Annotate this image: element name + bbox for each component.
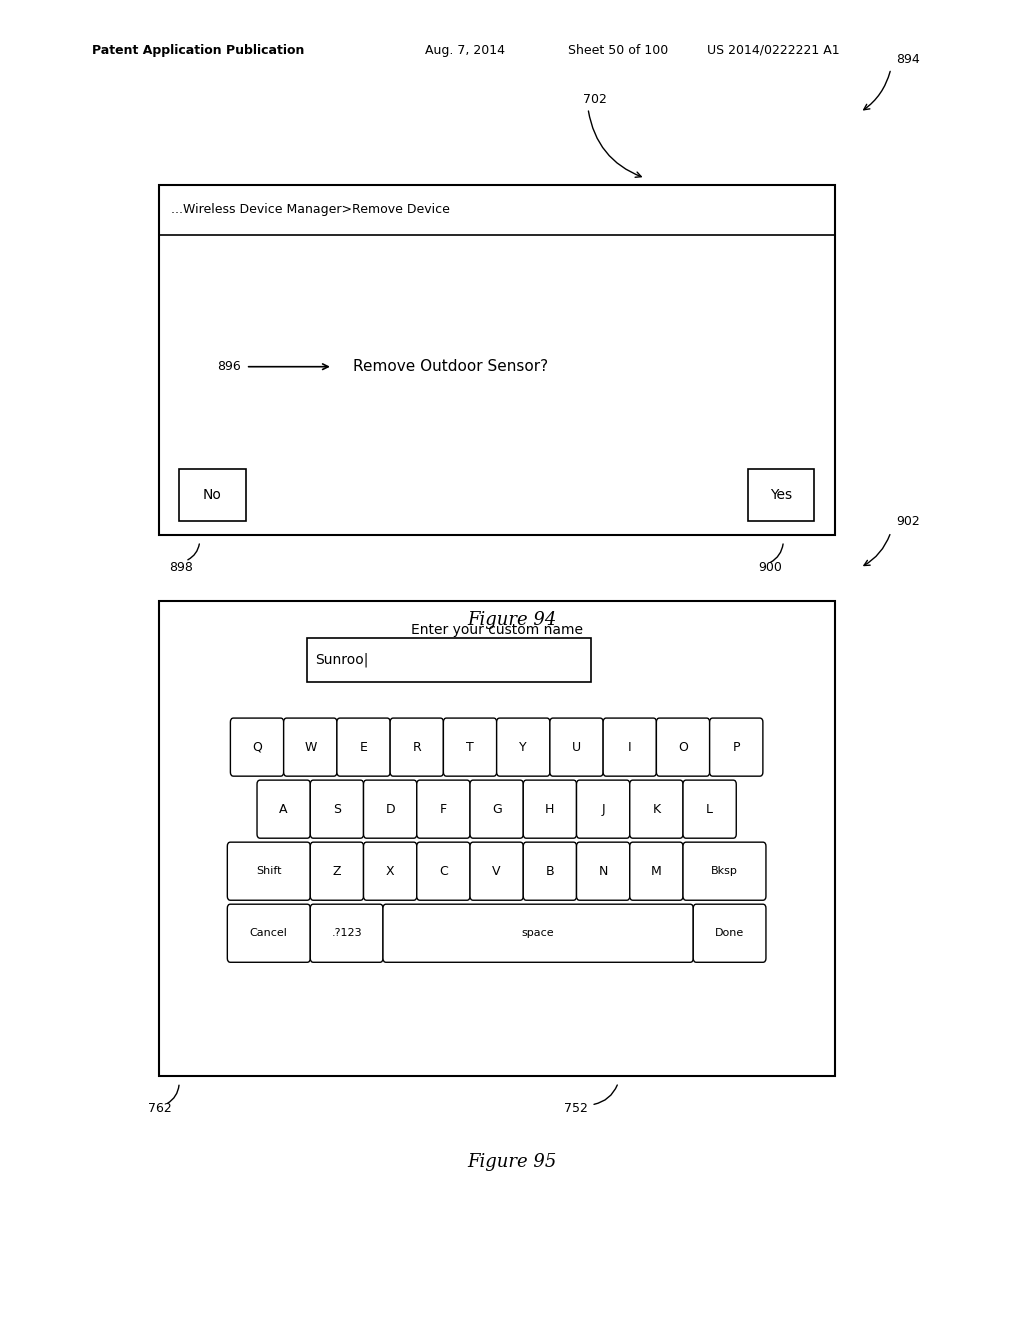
- FancyBboxPatch shape: [310, 780, 364, 838]
- FancyBboxPatch shape: [390, 718, 443, 776]
- Text: Done: Done: [715, 928, 744, 939]
- FancyBboxPatch shape: [523, 780, 577, 838]
- Text: Figure 94: Figure 94: [467, 611, 557, 630]
- Text: Patent Application Publication: Patent Application Publication: [92, 44, 304, 57]
- Text: U: U: [572, 741, 581, 754]
- FancyBboxPatch shape: [443, 718, 497, 776]
- Text: Bksp: Bksp: [711, 866, 738, 876]
- FancyBboxPatch shape: [577, 780, 630, 838]
- FancyBboxPatch shape: [577, 842, 630, 900]
- Text: I: I: [628, 741, 632, 754]
- Text: B: B: [546, 865, 554, 878]
- FancyBboxPatch shape: [683, 780, 736, 838]
- Text: T: T: [466, 741, 474, 754]
- Text: 752: 752: [564, 1102, 588, 1115]
- FancyBboxPatch shape: [230, 718, 284, 776]
- Text: H: H: [545, 803, 555, 816]
- FancyBboxPatch shape: [337, 718, 390, 776]
- Text: O: O: [678, 741, 688, 754]
- FancyBboxPatch shape: [227, 904, 310, 962]
- FancyBboxPatch shape: [159, 185, 835, 535]
- Text: Y: Y: [519, 741, 527, 754]
- Text: space: space: [522, 928, 554, 939]
- Text: V: V: [493, 865, 501, 878]
- FancyBboxPatch shape: [307, 638, 591, 682]
- Text: N: N: [598, 865, 608, 878]
- FancyBboxPatch shape: [710, 718, 763, 776]
- FancyBboxPatch shape: [630, 842, 683, 900]
- FancyBboxPatch shape: [417, 842, 470, 900]
- FancyBboxPatch shape: [523, 842, 577, 900]
- FancyBboxPatch shape: [310, 904, 383, 962]
- Text: 898: 898: [169, 561, 193, 574]
- FancyBboxPatch shape: [656, 718, 710, 776]
- FancyBboxPatch shape: [364, 780, 417, 838]
- Text: 894: 894: [896, 53, 920, 66]
- FancyBboxPatch shape: [603, 718, 656, 776]
- Text: J: J: [601, 803, 605, 816]
- Text: 762: 762: [148, 1102, 172, 1115]
- Text: L: L: [707, 803, 713, 816]
- Text: 896: 896: [217, 360, 241, 374]
- FancyBboxPatch shape: [383, 904, 693, 962]
- FancyBboxPatch shape: [417, 780, 470, 838]
- Text: E: E: [359, 741, 368, 754]
- FancyBboxPatch shape: [497, 718, 550, 776]
- Text: K: K: [652, 803, 660, 816]
- FancyBboxPatch shape: [284, 718, 337, 776]
- FancyBboxPatch shape: [470, 780, 523, 838]
- Text: Remove Outdoor Sensor?: Remove Outdoor Sensor?: [353, 359, 549, 374]
- Text: X: X: [386, 865, 394, 878]
- Text: R: R: [413, 741, 421, 754]
- FancyBboxPatch shape: [227, 842, 310, 900]
- Text: Aug. 7, 2014: Aug. 7, 2014: [425, 44, 505, 57]
- FancyBboxPatch shape: [364, 842, 417, 900]
- Text: Shift: Shift: [256, 866, 282, 876]
- Text: F: F: [440, 803, 446, 816]
- FancyBboxPatch shape: [693, 904, 766, 962]
- FancyBboxPatch shape: [630, 780, 683, 838]
- Text: C: C: [439, 865, 447, 878]
- FancyBboxPatch shape: [683, 842, 766, 900]
- Text: G: G: [492, 803, 502, 816]
- Text: Cancel: Cancel: [250, 928, 288, 939]
- Text: 900: 900: [758, 561, 781, 574]
- Text: ...Wireless Device Manager>Remove Device: ...Wireless Device Manager>Remove Device: [171, 203, 450, 216]
- Text: P: P: [732, 741, 740, 754]
- FancyBboxPatch shape: [310, 842, 364, 900]
- Text: .?123: .?123: [332, 928, 361, 939]
- Text: Z: Z: [333, 865, 341, 878]
- Text: W: W: [304, 741, 316, 754]
- Text: Enter your custom name: Enter your custom name: [411, 623, 583, 636]
- Text: 902: 902: [896, 515, 920, 528]
- FancyBboxPatch shape: [550, 718, 603, 776]
- FancyBboxPatch shape: [179, 469, 246, 521]
- Text: M: M: [651, 865, 662, 878]
- Text: Sunroo|: Sunroo|: [315, 653, 369, 667]
- Text: US 2014/0222221 A1: US 2014/0222221 A1: [707, 44, 840, 57]
- Text: Q: Q: [252, 741, 262, 754]
- FancyBboxPatch shape: [257, 780, 310, 838]
- FancyBboxPatch shape: [470, 842, 523, 900]
- Text: Sheet 50 of 100: Sheet 50 of 100: [568, 44, 669, 57]
- Text: A: A: [280, 803, 288, 816]
- Text: Yes: Yes: [770, 488, 792, 502]
- FancyBboxPatch shape: [748, 469, 814, 521]
- Text: No: No: [203, 488, 222, 502]
- FancyBboxPatch shape: [159, 601, 835, 1076]
- Text: 702: 702: [583, 92, 607, 106]
- Text: Figure 95: Figure 95: [467, 1152, 557, 1171]
- Text: D: D: [385, 803, 395, 816]
- Text: S: S: [333, 803, 341, 816]
